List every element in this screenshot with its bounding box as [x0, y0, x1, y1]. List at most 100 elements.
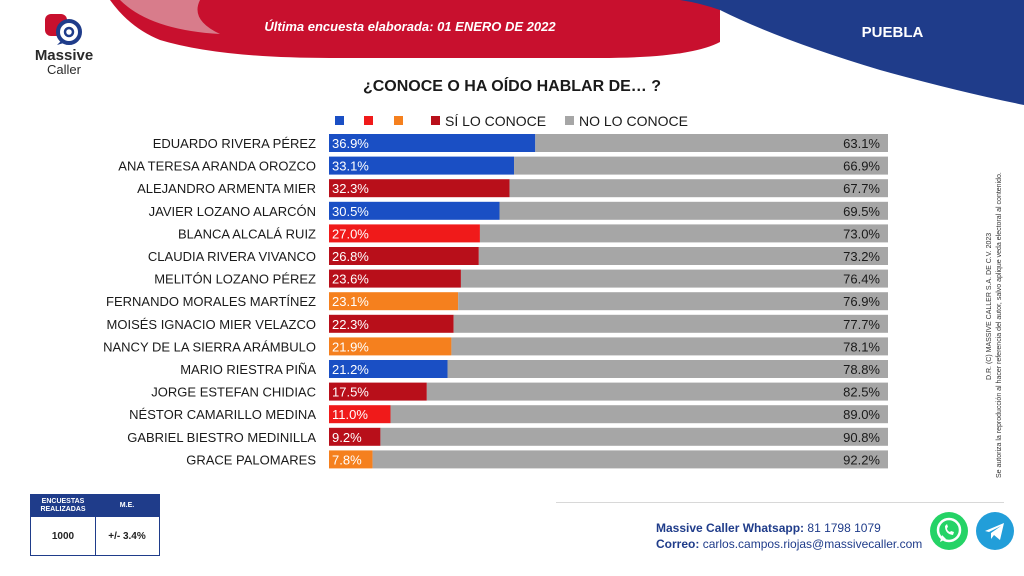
category-label: GRACE PALOMARES [186, 452, 316, 467]
data-label-no: 76.9% [843, 294, 880, 309]
header-banner [110, 0, 1024, 105]
data-label-no: 76.4% [843, 272, 880, 287]
data-label-no: 67.7% [843, 181, 880, 196]
bar-si-lo-conoce [329, 337, 452, 356]
bar-no-lo-conoce [380, 427, 888, 446]
data-label-si: 33.1% [332, 159, 369, 174]
chart-title: ¿CONOCE O HA OÍDO HABLAR DE… ? [362, 78, 662, 95]
data-label-si: 11.0% [332, 407, 368, 422]
data-label-no: 90.8% [843, 430, 880, 445]
telegram-icon[interactable] [976, 512, 1014, 550]
margin-error-value: +/- 3.4% [108, 530, 146, 542]
data-label-si: 23.1% [332, 294, 369, 309]
bar-si-lo-conoce [329, 292, 459, 311]
data-label-no: 92.2% [843, 452, 880, 467]
copyright-note: D.R. (C) MASSIVE CALLER S.A. DE C.V. 202… [986, 110, 1008, 480]
data-label-si: 30.5% [332, 204, 369, 219]
bar-si-lo-conoce [329, 201, 500, 220]
bar-si-lo-conoce [329, 427, 381, 446]
data-label-no: 69.5% [843, 204, 880, 219]
data-label-no: 66.9% [843, 159, 880, 174]
legend-swatch [394, 116, 403, 125]
bar-no-lo-conoce [514, 156, 888, 175]
copyright-line-1: D.R. (C) MASSIVE CALLER S.A. DE C.V. 202… [986, 232, 993, 380]
logo-icon [43, 12, 85, 46]
bar-no-lo-conoce [426, 382, 888, 401]
category-label: ALEJANDRO ARMENTA MIER [137, 181, 316, 196]
data-label-si: 17.5% [332, 385, 369, 400]
data-label-no: 73.0% [843, 226, 880, 241]
legend-label: SÍ LO CONOCE [445, 113, 546, 129]
bar-no-lo-conoce [478, 247, 888, 265]
data-label-si: 7.8% [332, 452, 362, 467]
bar-no-lo-conoce [535, 134, 888, 152]
data-label-si: 36.9% [332, 136, 369, 151]
whatsapp-icon[interactable] [930, 512, 968, 550]
bar-no-lo-conoce [453, 314, 888, 333]
legend-swatch [565, 116, 574, 125]
category-label: MELITÓN LOZANO PÉREZ [154, 272, 316, 287]
category-label: CLAUDIA RIVERA VIVANCO [148, 249, 316, 264]
contact-info: Massive Caller Whatsapp: 81 1798 1079 Co… [656, 520, 922, 552]
category-label: MOISÉS IGNACIO MIER VELAZCO [107, 317, 316, 332]
bar-si-lo-conoce [329, 224, 480, 243]
bar-no-lo-conoce [499, 201, 888, 220]
category-label: JORGE ESTEFAN CHIDIAC [151, 385, 316, 400]
sample-header: ENCUESTAS REALIZADAS [31, 495, 95, 517]
email-address[interactable]: carlos.campos.riojas@massivecaller.com [702, 537, 923, 551]
email-label: Correo: [656, 537, 700, 551]
bar-si-lo-conoce [329, 134, 536, 152]
stacked-bar-chart: SÍ LO CONOCE NO LO CONOCE EDUARDO RIVERA P… [103, 113, 888, 469]
bar-si-lo-conoce [329, 314, 454, 333]
bar-si-lo-conoce [329, 360, 448, 378]
data-label-si: 32.3% [332, 181, 369, 196]
category-label: GABRIEL BIESTRO MEDINILLA [127, 430, 316, 445]
data-label-si: 22.3% [332, 317, 369, 332]
data-label-si: 23.6% [332, 272, 369, 287]
bar-no-lo-conoce [460, 269, 888, 288]
category-label: MARIO RIESTRA PIÑA [180, 362, 316, 377]
category-label: BLANCA ALCALÁ RUIZ [178, 226, 316, 241]
sample-table: ENCUESTAS REALIZADAS M.E. 1000 +/- 3.4% [30, 494, 160, 556]
category-label: NÉSTOR CAMARILLO MEDINA [129, 407, 316, 422]
bar-si-lo-conoce [329, 382, 427, 401]
category-label: JAVIER LOZANO ALARCÓN [149, 204, 316, 219]
data-label-no: 78.8% [843, 362, 880, 377]
legend-swatch [431, 116, 440, 125]
data-label-no: 73.2% [843, 249, 880, 264]
data-label-no: 82.5% [843, 385, 880, 400]
bar-si-lo-conoce [329, 179, 510, 198]
margin-error-header: M.E. [95, 495, 159, 517]
sample-value: 1000 [51, 530, 75, 542]
survey-date: Última encuesta elaborada: 01 ENERO DE 2… [264, 19, 556, 34]
data-label-no: 89.0% [843, 407, 880, 422]
legend-swatch [364, 116, 373, 125]
legend-label: NO LO CONOCE [579, 113, 688, 129]
bar-si-lo-conoce [329, 156, 515, 175]
copyright-line-2: Se autoriza la reproducción al hacer ref… [996, 172, 1003, 478]
massive-caller-logo: Massive Caller [28, 12, 100, 76]
category-label: FERNANDO MORALES MARTÍNEZ [106, 294, 316, 309]
data-label-si: 9.2% [332, 430, 362, 445]
data-label-si: 21.9% [332, 339, 369, 354]
data-label-si: 21.2% [332, 362, 369, 377]
bar-no-lo-conoce [447, 360, 888, 378]
bar-no-lo-conoce [458, 292, 888, 311]
bar-no-lo-conoce [509, 179, 888, 198]
data-label-no: 77.7% [843, 317, 880, 332]
data-label-si: 26.8% [332, 249, 369, 264]
footer-divider [556, 502, 1004, 503]
bar-si-lo-conoce [329, 450, 373, 469]
bar-si-lo-conoce [329, 269, 461, 288]
bar-no-lo-conoce [372, 450, 888, 469]
region-label: PUEBLA [861, 24, 924, 41]
bar-no-lo-conoce [451, 337, 888, 356]
data-label-no: 78.1% [843, 339, 880, 354]
category-label: ANA TERESA ARANDA OROZCO [118, 159, 316, 174]
bar-no-lo-conoce [390, 405, 888, 424]
logo-text-massive: Massive [34, 47, 94, 64]
whatsapp-label: Massive Caller Whatsapp: [656, 521, 805, 535]
bar-no-lo-conoce [479, 224, 888, 243]
whatsapp-number[interactable]: 81 1798 1079 [807, 521, 881, 535]
bar-si-lo-conoce [329, 405, 391, 424]
